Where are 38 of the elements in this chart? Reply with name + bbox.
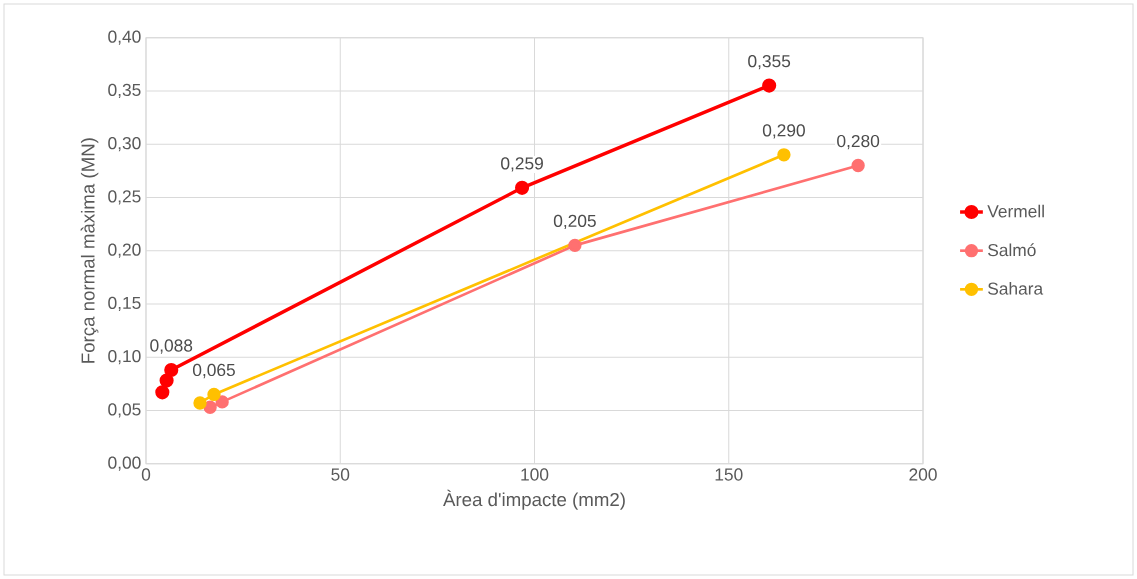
point — [159, 373, 174, 388]
y-tick-label: 0,20 — [108, 243, 141, 258]
point — [762, 78, 777, 93]
x-tick-label: 100 — [521, 468, 549, 481]
data-label: 0,280 — [837, 134, 880, 150]
point — [515, 180, 530, 195]
y-tick-label: 0,00 — [108, 456, 141, 471]
legend-label: Vermell — [987, 204, 1044, 218]
y-tick-label: 0,35 — [108, 83, 141, 99]
y-tick-label: 0,25 — [108, 190, 141, 205]
y-tick-label: 0,05 — [108, 403, 141, 418]
data-label: 0,290 — [762, 124, 805, 139]
y-tick-label: 0,10 — [108, 350, 141, 365]
data-label: 0,065 — [192, 363, 235, 379]
data-label: 0,259 — [501, 157, 543, 172]
y-tick-label: 0,30 — [108, 137, 141, 152]
point — [193, 396, 207, 410]
x-tick-label: 150 — [715, 468, 743, 481]
data-label: 0,355 — [748, 55, 791, 70]
y-axis-title: Força normal màxima (MN) — [80, 138, 99, 363]
y-tick-label: 0,15 — [108, 296, 141, 312]
data-label: 0,205 — [553, 214, 596, 230]
point — [777, 148, 791, 162]
point — [164, 362, 179, 378]
point — [215, 395, 229, 409]
x-tick-label: 50 — [331, 468, 350, 481]
y-tick-label: 0,40 — [108, 30, 141, 45]
point — [155, 385, 170, 400]
point — [203, 400, 217, 414]
legend-label: Salmó — [988, 243, 1036, 257]
data-label: 0,088 — [150, 339, 193, 354]
x-tick-label: 0 — [141, 468, 151, 481]
legend-label: Sahara — [988, 282, 1044, 295]
point — [568, 238, 582, 253]
x-tick-label: 200 — [909, 468, 937, 481]
point — [207, 387, 221, 402]
x-axis-title: Àrea d'impacte (mm2) — [443, 489, 625, 510]
point — [851, 158, 865, 173]
